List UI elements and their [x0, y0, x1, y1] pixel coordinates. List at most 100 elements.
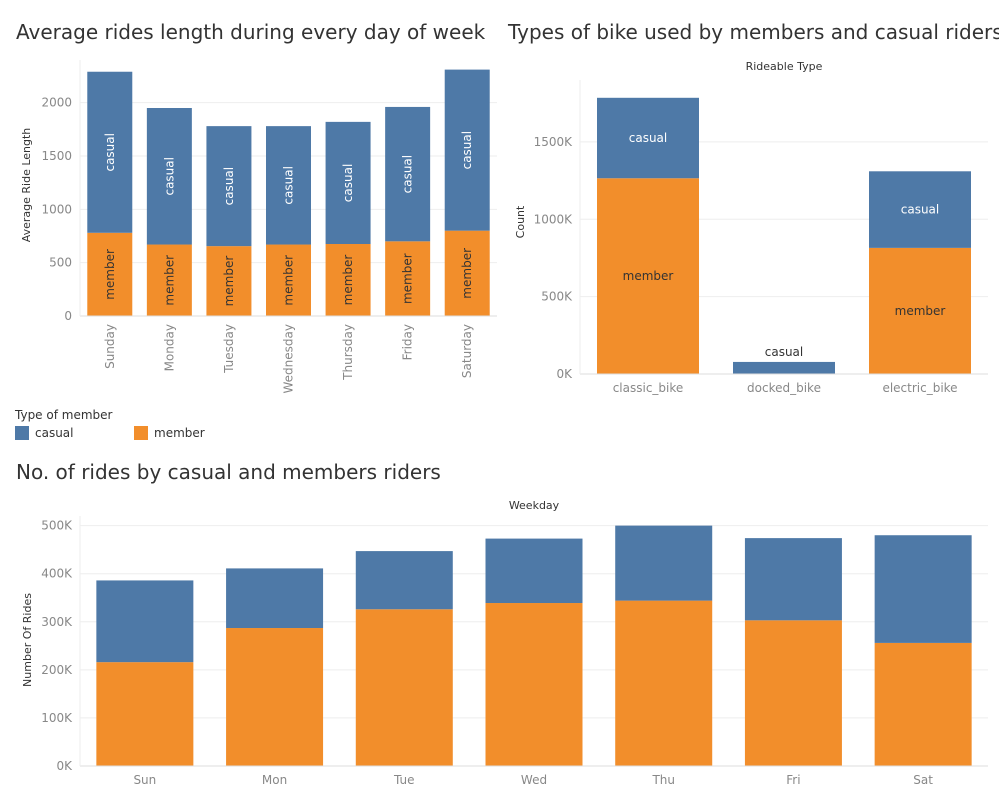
rides_count-bar-casual: [744, 538, 842, 621]
avg_length-y-tick-label: 1000: [41, 202, 72, 216]
bike_types-y-tick-label: 1500K: [534, 135, 574, 149]
rides_count-bar-casual: [226, 568, 324, 629]
rides_count-header: Weekday: [509, 499, 560, 512]
avg_length-bar-member: [444, 230, 490, 316]
avg_length-y-tick-label: 0: [64, 309, 72, 323]
chart-title-rides-count: No. of rides by casual and members rider…: [16, 460, 441, 484]
rides_count-y-tick-label: 100K: [41, 711, 73, 725]
legend-item-casual[interactable]: casual: [15, 426, 74, 440]
chart-title-bike-types: Types of bike used by members and casual…: [508, 20, 999, 44]
rides_count-y-tick-label: 300K: [41, 615, 73, 629]
rides_count-bar-casual: [485, 538, 583, 604]
avg_length-data-label-member: member: [162, 255, 176, 306]
rides_count-bar-member: [485, 603, 583, 766]
avg_length-bar-member: [206, 246, 252, 316]
rides_count-y-tick-label: 400K: [41, 567, 73, 581]
bike_types-x-tick-label: docked_bike: [747, 381, 821, 395]
bike_types-x-tick-label: classic_bike: [613, 381, 684, 395]
avg_length-data-label-casual: casual: [162, 157, 176, 196]
legend-title: Type of member: [15, 408, 113, 422]
avg_length-bar-member: [87, 232, 133, 316]
bike_types-y-tick-label: 1000K: [534, 212, 574, 226]
avg_length-y-tick-label: 1500: [41, 149, 72, 163]
rides_count-bar-member: [226, 628, 324, 766]
rides_count-bar-casual: [615, 525, 713, 601]
rides_count-bar-casual: [874, 535, 972, 643]
avg_length-data-label-casual: casual: [341, 164, 355, 203]
legend-label-member: member: [154, 426, 205, 440]
rides_count-y-tick-label: 0K: [56, 759, 73, 773]
avg_length-data-label-member: member: [401, 253, 415, 304]
rides_count-x-tick-label: Thu: [651, 773, 675, 787]
avg_length-data-label-member: member: [103, 249, 117, 300]
bike_types-y-axis-label: Count: [514, 205, 527, 238]
avg_length-bar-member: [146, 244, 192, 316]
bike_types-data-label-member: member: [895, 304, 946, 318]
avg_length-bar-casual: [206, 126, 252, 247]
rides_count-y-tick-label: 500K: [41, 519, 73, 533]
rides_count-x-tick-label: Wed: [521, 773, 547, 787]
bike_types-data-label-casual: casual: [901, 203, 940, 217]
rides_count-x-tick-label: Mon: [262, 773, 287, 787]
bike_types-y-tick-label: 500K: [541, 290, 573, 304]
bike_types-data-label-casual: casual: [765, 345, 804, 359]
avg_length-data-label-member: member: [282, 255, 296, 306]
avg_length-data-label-casual: casual: [460, 131, 474, 170]
bike_types-bar-casual: [597, 97, 699, 179]
avg_length-data-label-casual: casual: [282, 166, 296, 205]
avg_length-bar-casual: [444, 69, 490, 231]
rides_count-bar-member: [355, 609, 453, 766]
avg_length-data-label-member: member: [460, 248, 474, 299]
bike_types-data-label-member: member: [623, 269, 674, 283]
avg_length-bar-casual: [385, 106, 431, 242]
avg_length-x-tick-label: Saturday: [460, 324, 474, 378]
avg_length-x-tick-label: Tuesday: [222, 324, 236, 374]
rides_count-x-tick-label: Sat: [913, 773, 933, 787]
bike_types-bar-member: [597, 178, 699, 374]
rides_count-bar-member: [615, 600, 713, 766]
avg_length-x-tick-label: Sunday: [103, 324, 117, 369]
rides_count-x-tick-label: Tue: [393, 773, 415, 787]
rides_count-bar-casual: [96, 580, 194, 663]
legend-swatch-casual: [15, 426, 29, 440]
avg_length-x-tick-label: Thursday: [341, 324, 355, 381]
avg_length-x-tick-label: Monday: [162, 324, 176, 371]
avg_length-x-tick-label: Friday: [401, 324, 415, 360]
avg_length-bar-casual: [266, 126, 311, 245]
rides_count-bar-member: [744, 620, 842, 766]
bike_types-bar-casual: [733, 361, 835, 374]
avg_length-data-label-member: member: [222, 256, 236, 307]
avg_length-data-label-member: member: [341, 255, 355, 306]
legend-label-casual: casual: [35, 426, 74, 440]
legend-item-member[interactable]: member: [134, 426, 205, 440]
avg_length-bar-member: [385, 241, 431, 316]
avg_length-bar-casual: [87, 71, 133, 233]
bike_types-x-tick-label: electric_bike: [882, 381, 957, 395]
bike_types-y-tick-label: 0K: [556, 367, 573, 381]
avg_length-y-tick-label: 500: [49, 256, 72, 270]
chart-title-avg-length: Average rides length during every day of…: [16, 20, 486, 44]
rides_count-x-tick-label: Fri: [786, 773, 800, 787]
bike_types-bar-member: [869, 247, 971, 374]
legend-swatch-member: [134, 426, 148, 440]
rides_count-bar-member: [96, 662, 194, 766]
avg_length-bar-member: [325, 244, 371, 316]
bike_types-data-label-casual: casual: [629, 131, 668, 145]
avg_length-data-label-casual: casual: [222, 167, 236, 206]
avg_length-data-label-casual: casual: [401, 155, 415, 194]
avg_length-bar-casual: [325, 121, 371, 244]
rides_count-bar-member: [874, 642, 972, 766]
avg_length-y-tick-label: 2000: [41, 96, 72, 110]
avg_length-bar-member: [266, 244, 311, 316]
avg_length-bar-casual: [146, 108, 192, 245]
rides_count-y-tick-label: 200K: [41, 663, 73, 677]
rides_count-x-tick-label: Sun: [133, 773, 156, 787]
avg_length-data-label-casual: casual: [103, 133, 117, 172]
avg_length-y-axis-label: Average Ride Length: [20, 128, 33, 243]
rides_count-bar-casual: [355, 551, 453, 610]
bike_types-bar-casual: [869, 171, 971, 248]
rides_count-y-axis-label: Number Of Rides: [21, 593, 34, 687]
bike_types-header: Rideable Type: [746, 60, 823, 73]
avg_length-x-tick-label: Wednesday: [282, 324, 296, 393]
